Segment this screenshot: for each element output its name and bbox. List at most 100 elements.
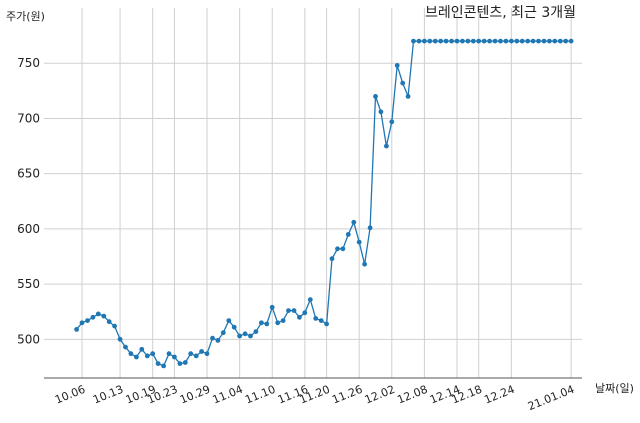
data-point bbox=[498, 38, 503, 44]
data-point bbox=[492, 38, 498, 44]
price-series-line bbox=[76, 40, 572, 367]
data-point bbox=[307, 297, 313, 302]
data-point bbox=[519, 38, 525, 44]
data-point bbox=[204, 351, 210, 357]
data-point bbox=[432, 38, 438, 44]
data-point bbox=[324, 321, 329, 327]
y-tick-label: 550 bbox=[17, 277, 40, 291]
data-point bbox=[557, 38, 563, 44]
data-point bbox=[563, 38, 569, 44]
data-point bbox=[329, 256, 335, 262]
data-point bbox=[454, 38, 460, 44]
data-point bbox=[188, 351, 194, 357]
data-point bbox=[253, 329, 259, 334]
data-point bbox=[443, 38, 449, 44]
data-point bbox=[117, 336, 123, 342]
data-point bbox=[101, 313, 107, 319]
y-tick-label: 650 bbox=[17, 167, 40, 181]
data-point bbox=[345, 232, 351, 237]
data-point bbox=[470, 38, 476, 44]
data-point bbox=[226, 318, 232, 323]
x-tick-labels: 10.06 10.1310.1910.2310.2911.0411.1011.16… bbox=[53, 383, 576, 413]
y-tick-label: 600 bbox=[17, 222, 40, 236]
x-tick-label: 21.01.04 bbox=[526, 383, 576, 413]
data-point bbox=[182, 360, 188, 365]
data-point bbox=[150, 351, 156, 357]
data-point bbox=[487, 38, 492, 44]
data-point bbox=[416, 38, 422, 44]
data-point bbox=[215, 338, 221, 343]
data-point bbox=[378, 109, 384, 115]
data-point bbox=[242, 331, 248, 337]
data-point bbox=[362, 261, 367, 267]
data-point bbox=[509, 38, 514, 44]
data-point bbox=[405, 94, 411, 99]
data-point bbox=[275, 320, 281, 326]
x-tick-label: 12.02 bbox=[363, 383, 397, 407]
data-point bbox=[237, 333, 243, 339]
chart-title: 브레인콘텐츠, 최근 3개월 bbox=[425, 5, 576, 21]
data-point bbox=[351, 219, 357, 225]
data-point bbox=[193, 353, 199, 359]
data-point bbox=[465, 38, 471, 44]
data-point bbox=[422, 38, 427, 44]
data-point bbox=[525, 38, 531, 44]
data-point bbox=[400, 80, 406, 86]
data-point bbox=[481, 38, 487, 44]
y-tick-label: 750 bbox=[17, 56, 40, 70]
data-point bbox=[427, 38, 433, 44]
data-point bbox=[318, 318, 324, 323]
data-point bbox=[269, 304, 275, 310]
data-point bbox=[449, 38, 454, 44]
data-point bbox=[90, 314, 96, 320]
x-tick-label: 12.24 bbox=[482, 383, 516, 407]
data-point bbox=[79, 320, 85, 326]
data-point bbox=[166, 351, 172, 357]
data-point bbox=[547, 38, 552, 44]
data-point bbox=[177, 361, 183, 366]
y-tick-label: 500 bbox=[17, 332, 40, 346]
data-point bbox=[134, 354, 139, 360]
x-tick-label: 10.29 bbox=[178, 383, 212, 407]
x-tick-label: 11.10 bbox=[243, 383, 277, 407]
data-point bbox=[112, 323, 117, 329]
x-tick-label: 11.26 bbox=[330, 383, 364, 407]
data-point bbox=[340, 246, 346, 252]
data-point bbox=[95, 311, 101, 317]
data-point bbox=[106, 319, 112, 325]
data-point bbox=[568, 38, 574, 44]
data-point bbox=[438, 38, 444, 44]
x-tick-label: 10.06 bbox=[53, 383, 87, 407]
data-point bbox=[384, 143, 389, 149]
data-point bbox=[220, 330, 226, 336]
data-point bbox=[199, 349, 205, 354]
data-point bbox=[313, 316, 319, 321]
data-point bbox=[367, 225, 373, 231]
data-point bbox=[74, 327, 79, 332]
data-point bbox=[123, 344, 128, 350]
data-point bbox=[210, 335, 215, 341]
data-point bbox=[389, 119, 395, 125]
data-point bbox=[514, 38, 520, 44]
y-tick-labels: 500 550 600 650 700 750 bbox=[17, 56, 40, 346]
x-tick-label: 10.13 bbox=[91, 383, 125, 407]
x-tick-label: 12.08 bbox=[395, 383, 429, 407]
price-markers bbox=[74, 38, 574, 369]
data-point bbox=[302, 310, 308, 316]
data-point bbox=[460, 38, 465, 44]
data-point bbox=[161, 363, 167, 369]
data-point bbox=[291, 308, 297, 313]
data-point bbox=[335, 246, 340, 252]
data-point bbox=[128, 351, 134, 357]
data-point bbox=[536, 38, 541, 44]
x-tick-label: 11.04 bbox=[211, 383, 245, 407]
y-tick-label: 700 bbox=[17, 111, 40, 125]
data-point bbox=[286, 308, 291, 313]
data-point bbox=[411, 38, 416, 44]
data-point bbox=[356, 239, 362, 245]
data-point bbox=[155, 361, 161, 366]
data-point bbox=[552, 38, 558, 44]
data-point bbox=[144, 353, 150, 359]
